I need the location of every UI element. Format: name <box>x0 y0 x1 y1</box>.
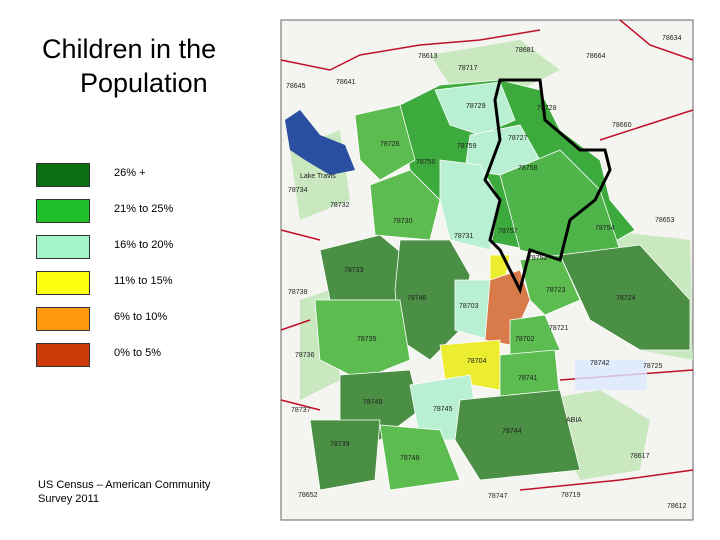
zip-label: 78652 <box>298 492 318 499</box>
place-label: Lake Travis <box>300 173 336 180</box>
zip-label: 78746 <box>407 295 427 302</box>
zip-label: 78702 <box>515 336 535 343</box>
zip-label: 78719 <box>561 492 581 499</box>
zip-label: 78724 <box>616 295 636 302</box>
source: US Census – American Community Survey 20… <box>38 478 210 506</box>
zip-label: 78703 <box>459 303 479 310</box>
zip-label: 78733 <box>344 267 364 274</box>
legend-item: 11% to 15% <box>36 271 336 295</box>
zip-label: 78613 <box>418 53 438 60</box>
zip-label: 78741 <box>518 375 538 382</box>
zip-label: 78744 <box>502 428 522 435</box>
zip-label: 78754 <box>595 225 615 232</box>
zip-label: 78645 <box>286 83 306 90</box>
zip-label: 78742 <box>590 360 610 367</box>
title-line: Population <box>80 68 208 98</box>
zip-label: 78750 <box>416 159 436 166</box>
zip-label: 78731 <box>454 233 474 240</box>
zip-label: 78717 <box>458 65 478 72</box>
legend-label: 11% to 15% <box>114 275 173 287</box>
zip-label: 78732 <box>330 202 350 209</box>
zip-label: 78721 <box>549 325 569 332</box>
district-outline <box>483 78 612 295</box>
legend-swatch <box>36 307 90 331</box>
zip-label: 78617 <box>630 453 650 460</box>
title: Children in the Population <box>42 32 216 100</box>
zip-label: 78729 <box>466 103 486 110</box>
zip-label: 78735 <box>357 336 377 343</box>
legend-label: 0% to 5% <box>114 347 162 359</box>
legend-label: 21% to 25% <box>114 203 174 215</box>
zip-label: 78727 <box>508 135 528 142</box>
zip-label: 78736 <box>295 352 315 359</box>
zip-label: 78758 <box>518 165 538 172</box>
zip-label: 78664 <box>586 53 606 60</box>
source-line: US Census – American Community <box>38 479 211 491</box>
legend-item: 16% to 20% <box>36 235 336 259</box>
legend-swatch <box>36 271 90 295</box>
zip-label: 78738 <box>288 289 308 296</box>
zip-label: 78734 <box>288 187 308 194</box>
zip-label: 78747 <box>488 493 508 500</box>
zip-label: 78730 <box>393 218 413 225</box>
zip-label: 78634 <box>662 35 682 42</box>
legend-item: 26% + <box>36 163 336 187</box>
title-line: Children in the <box>42 34 217 64</box>
zip-label: 78725 <box>643 363 663 370</box>
legend-swatch <box>36 199 90 223</box>
zip-label: 78759 <box>457 143 477 150</box>
zip-labels: Lake Travis ABIA 78634 78681 78664 78613 78717… <box>286 35 687 510</box>
zip-label: 78739 <box>330 441 350 448</box>
legend-label: 26% + <box>114 167 146 179</box>
legend-label: 16% to 20% <box>114 239 174 251</box>
zip-label: 78681 <box>515 47 535 54</box>
zip-label: 78726 <box>380 141 400 148</box>
zip-label: 78737 <box>291 407 311 414</box>
zip-label: 78748 <box>400 455 420 462</box>
place-label: ABIA <box>566 417 582 424</box>
lake <box>285 110 355 175</box>
zip-label: 78660 <box>612 122 632 129</box>
legend-item: 0% to 5% <box>36 343 336 367</box>
zip-label: 78723 <box>546 287 566 294</box>
zip-label: 78641 <box>336 79 356 86</box>
zip-label: 78704 <box>467 358 487 365</box>
zip-label: 78752 <box>528 255 548 262</box>
legend-label: 6% to 10% <box>114 311 168 323</box>
legend-swatch <box>36 235 90 259</box>
source-line: Survey 2011 <box>38 493 99 505</box>
zip-label: 78612 <box>667 503 687 510</box>
zip-label: 78653 <box>655 217 675 224</box>
zip-label: 78745 <box>433 406 453 413</box>
legend-item: 21% to 25% <box>36 199 336 223</box>
zip-label: 78757 <box>498 228 518 235</box>
legend-swatch <box>36 343 90 367</box>
zip-label: 78728 <box>537 105 557 112</box>
legend-swatch <box>36 163 90 187</box>
zip-label: 78749 <box>363 399 383 406</box>
watermark <box>575 360 647 390</box>
legend-item: 6% to 10% <box>36 307 336 331</box>
